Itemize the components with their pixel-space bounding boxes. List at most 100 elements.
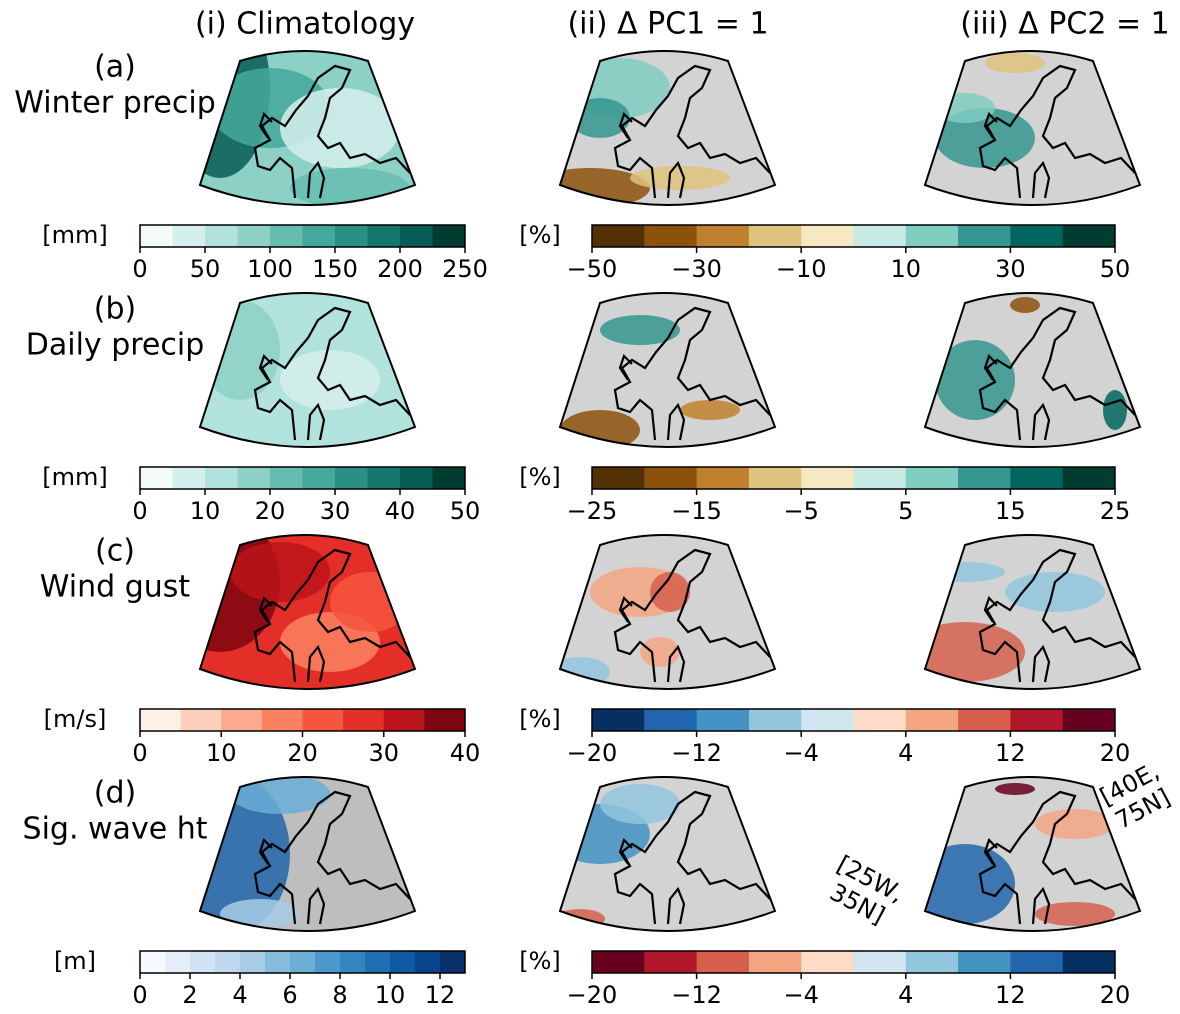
- map-fill: [560, 293, 775, 447]
- map-fill: [560, 535, 775, 689]
- colorbar-tick-label: 10: [375, 981, 406, 1009]
- colorbar-bin: [140, 709, 182, 731]
- coastline: [253, 548, 411, 683]
- map-panel: [198, 292, 417, 448]
- colorbar-bin: [340, 951, 366, 973]
- colorbar-bin: [140, 951, 166, 973]
- map-region: [925, 622, 1025, 682]
- colorbar-bin: [801, 951, 854, 973]
- colorbar-bin: [958, 225, 1011, 247]
- colorbar-tick-label: 0: [132, 497, 147, 525]
- colorbar-bin: [400, 467, 433, 489]
- row-label: Daily precip: [26, 328, 205, 363]
- coastline: [253, 790, 411, 925]
- map-fill: [560, 777, 775, 931]
- map-region: [935, 93, 995, 123]
- map-panel: [923, 50, 1142, 206]
- map-region: [600, 784, 680, 824]
- colorbar-tick-label: 0: [132, 981, 147, 1009]
- colorbar-unit: [m]: [54, 947, 96, 975]
- row-label: Winter precip: [14, 86, 216, 121]
- colorbar-bin: [237, 225, 271, 247]
- colorbar-bin: [644, 951, 698, 973]
- column-header: (ii) Δ PC1 = 1: [567, 7, 768, 42]
- colorbar-tick-label: 4: [898, 981, 913, 1009]
- colorbar-bin: [801, 467, 854, 489]
- colorbar-bin: [1010, 709, 1064, 731]
- colorbar-bin: [1010, 225, 1064, 247]
- colorbar-bin: [180, 709, 222, 731]
- panel-letter: (a): [94, 50, 136, 85]
- map-region: [650, 572, 690, 612]
- column-header: (i) Climatology: [195, 7, 415, 42]
- colorbar-tick-label: 15: [995, 497, 1026, 525]
- colorbar-bin: [400, 225, 433, 247]
- colorbar-bin: [140, 225, 173, 247]
- colorbar-bin: [853, 709, 907, 731]
- colorbar-bin: [270, 467, 303, 489]
- map-border: [558, 776, 777, 932]
- colorbar-tick-label: 6: [282, 981, 297, 1009]
- map-panel: [558, 292, 777, 448]
- colorbar-bin: [172, 467, 206, 489]
- colorbar-bin: [644, 225, 698, 247]
- colorbar-tick-label: 4: [898, 739, 913, 767]
- colorbar-bin: [315, 951, 341, 973]
- map-region: [560, 168, 650, 205]
- map-panel: [923, 292, 1142, 448]
- colorbar-tick-label: 10: [891, 255, 922, 283]
- colorbar-tick-label: 20: [255, 497, 286, 525]
- colorbar-tick-label: 12: [995, 739, 1026, 767]
- colorbar-tick-label: −5: [784, 497, 819, 525]
- colorbar-bin: [696, 225, 750, 247]
- colorbar-bin: [205, 225, 238, 247]
- colorbar-tick-label: 2: [182, 981, 197, 1009]
- colorbar-tick-label: 30: [320, 497, 351, 525]
- colorbar-tick-label: −4: [784, 981, 819, 1009]
- panel-letter: (b): [94, 292, 136, 327]
- coastline: [253, 306, 411, 441]
- colorbar-frame: [139, 224, 466, 248]
- map-region: [230, 777, 330, 814]
- colorbar-bin: [592, 951, 645, 973]
- map-fill: [925, 51, 1140, 205]
- colorbar-bin: [265, 951, 291, 973]
- colorbar-bin: [432, 467, 466, 489]
- colorbar-bin: [748, 467, 802, 489]
- colorbar-bin: [343, 709, 385, 731]
- map-region: [280, 88, 400, 168]
- colorbar-bin: [215, 951, 241, 973]
- map-region: [200, 300, 280, 400]
- colorbar-tick-label: 0: [132, 255, 147, 283]
- colorbar-tick-label: −10: [776, 255, 827, 283]
- colorbar-bin: [335, 467, 368, 489]
- colorbar-bin: [905, 709, 959, 731]
- colorbar-bin: [221, 709, 263, 731]
- map-border: [198, 534, 417, 690]
- colorbar-frame: [591, 466, 1116, 490]
- map-region: [925, 562, 1005, 582]
- colorbar-bin: [748, 951, 802, 973]
- map-border: [923, 50, 1142, 206]
- colorbar-tick-label: −20: [567, 739, 618, 767]
- colorbar-bin: [415, 951, 441, 973]
- coastline: [613, 306, 771, 441]
- map-region: [935, 108, 1035, 168]
- coastline: [978, 548, 1136, 683]
- colorbar-tick-label: 50: [190, 255, 221, 283]
- map-region: [200, 777, 290, 931]
- colorbar-tick-label: −20: [567, 981, 618, 1009]
- colorbar-tick-label: −15: [671, 497, 722, 525]
- colorbar-tick-label: 30: [368, 739, 399, 767]
- colorbar-bin: [958, 951, 1011, 973]
- colorbar-bin: [302, 467, 336, 489]
- colorbar-tick-label: −12: [671, 739, 722, 767]
- colorbar-bin: [432, 225, 466, 247]
- colorbar-tick-label: 8: [332, 981, 347, 1009]
- colorbar-bin: [958, 467, 1011, 489]
- colorbar-tick-label: −4: [784, 739, 819, 767]
- colorbar-bin: [696, 467, 750, 489]
- colorbar-bin: [592, 709, 645, 731]
- colorbar-bin: [424, 709, 466, 731]
